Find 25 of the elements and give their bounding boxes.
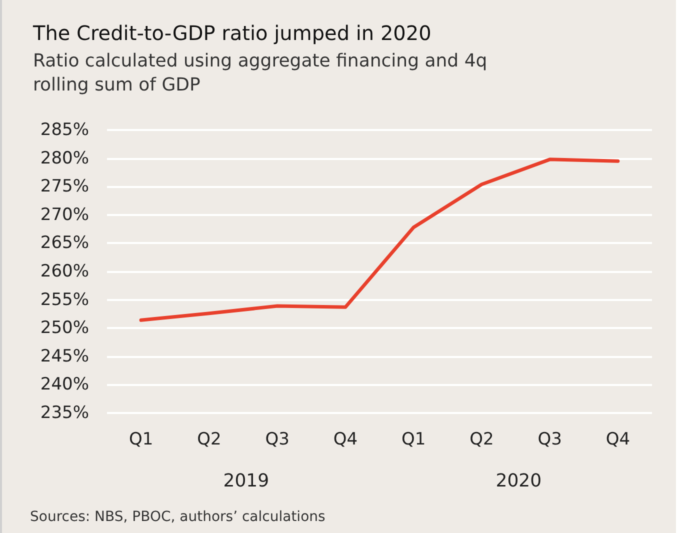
y-tick-label: 285%	[40, 120, 89, 140]
y-tick-label: 250%	[40, 318, 89, 338]
x-tick-label: Q2	[470, 430, 494, 450]
text: 2019	[223, 470, 270, 492]
x-tick-label: Q4	[333, 430, 358, 450]
x-tick-label: Q1	[128, 430, 154, 450]
y-tick-label: 255%	[40, 290, 89, 310]
source-note: Sources: NBS, PBOC, authors’ calculations	[30, 509, 326, 525]
y-tick-label: 280%	[40, 148, 89, 168]
line-series	[139, 158, 620, 322]
chart-title: The Credit-to-GDP ratio jumped in 2020	[32, 21, 432, 45]
x-tick-label: Q3	[265, 430, 290, 450]
y-tick-label: 265%	[40, 233, 89, 254]
y-tick-label: 235%	[40, 403, 89, 423]
y-tick-label: 240%	[40, 374, 89, 395]
y-tick-label: 260%	[40, 262, 89, 282]
x-tick-label: Q2	[197, 430, 222, 450]
x-tick-label: Q1	[401, 430, 426, 450]
x-tick-label: Q4	[606, 430, 630, 450]
chart-subtitle: Ratio calculated using aggregate financing and 4q rolling sum of GDP	[33, 50, 488, 96]
y-tick-label: 270%	[40, 204, 89, 225]
x-tick-label: Q3	[538, 430, 562, 450]
y-tick-label: 275%	[40, 176, 89, 197]
text: 2020	[496, 470, 542, 492]
y-tick-label: 245%	[40, 346, 89, 366]
